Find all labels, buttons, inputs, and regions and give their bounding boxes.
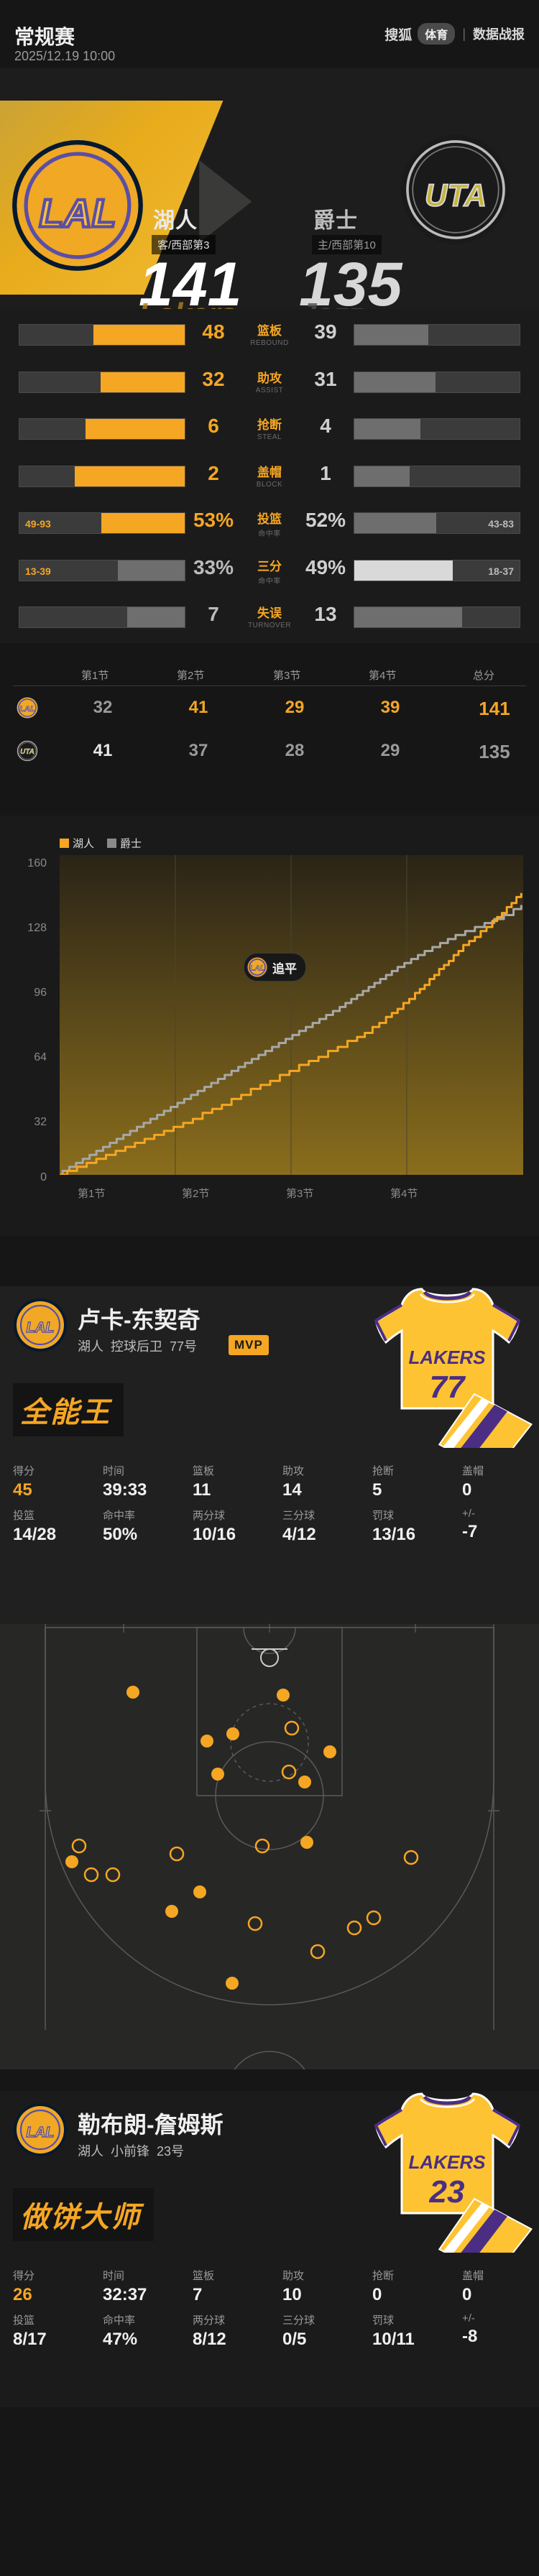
svg-text:UTA: UTA	[425, 179, 487, 213]
svg-text:77: 77	[430, 1370, 466, 1405]
svg-text:LAKERS: LAKERS	[409, 1347, 487, 1368]
svg-text:LAL: LAL	[19, 705, 35, 714]
svg-text:LAKERS: LAKERS	[409, 2151, 487, 2173]
svg-text:LAL: LAL	[40, 191, 116, 236]
svg-text:23: 23	[429, 2174, 465, 2210]
svg-text:UTA: UTA	[20, 748, 34, 756]
svg-text:LAL: LAL	[250, 964, 264, 973]
svg-text:LAL: LAL	[27, 2125, 55, 2141]
svg-text:LAL: LAL	[27, 1320, 55, 1336]
